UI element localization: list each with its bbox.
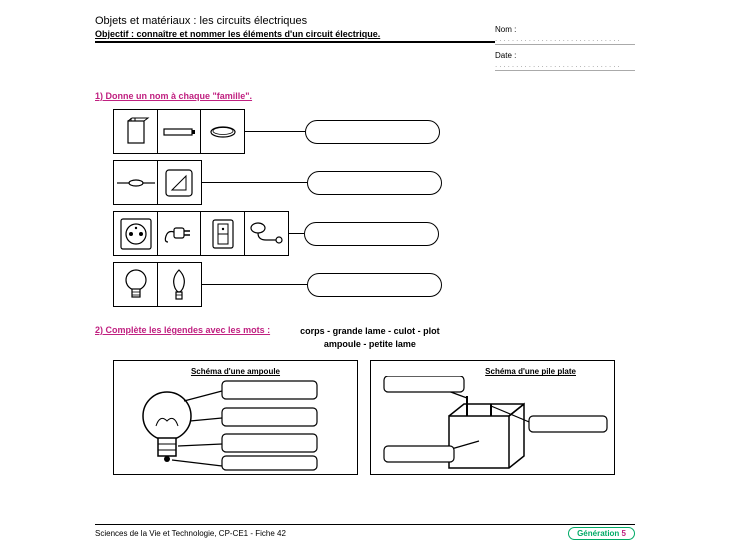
- family-row-4: [95, 262, 635, 307]
- question-2-row: 2) Complète les légendes avec les mots :…: [95, 325, 635, 350]
- switch-wall-icon: [157, 160, 202, 205]
- footer: Sciences de la Vie et Technologie, CP-CE…: [95, 524, 635, 540]
- bulb-schema-svg: [122, 376, 352, 471]
- battery-diagram-title: Schéma d'une pile plate: [379, 367, 606, 376]
- answer-pill-3[interactable]: [304, 222, 439, 246]
- battery-button-icon: [200, 109, 245, 154]
- family-row-2: [95, 160, 635, 205]
- main-title: Objets et matériaux : les circuits élect…: [95, 15, 495, 27]
- name-date-block: Nom : .............................. Dat…: [495, 15, 635, 77]
- date-field[interactable]: Date : ..............................: [495, 51, 635, 71]
- connector-line: [202, 182, 307, 184]
- objective-line: Objectif : connaître et nommer les éléme…: [95, 29, 495, 43]
- switch-rocker-icon: [200, 211, 245, 256]
- header: Objets et matériaux : les circuits élect…: [95, 15, 635, 77]
- family-row-1: [95, 109, 635, 154]
- bulb-round-icon: [113, 262, 158, 307]
- battery-diagram: Schéma d'une pile plate: [370, 360, 615, 475]
- question-2-label: 2) Complète les légendes avec les mots :: [95, 325, 270, 335]
- brand-badge: Génération 5: [568, 527, 635, 540]
- footer-text: Sciences de la Vie et Technologie, CP-CE…: [95, 529, 286, 538]
- answer-pill-1[interactable]: [305, 120, 440, 144]
- name-field[interactable]: Nom : ..............................: [495, 25, 635, 45]
- connector-line: [289, 233, 304, 235]
- answer-pill-4[interactable]: [307, 273, 442, 297]
- family-row-3: [95, 211, 635, 256]
- switch-inline-icon: [113, 160, 158, 205]
- battery-aa-icon: [157, 109, 202, 154]
- answer-pill-2[interactable]: [307, 171, 442, 195]
- socket-icon: [113, 211, 158, 256]
- title-block: Objets et matériaux : les circuits élect…: [95, 15, 495, 43]
- bulb-diagram-title: Schéma d'une ampoule: [122, 367, 349, 376]
- question-1-label: 1) Donne un nom à chaque "famille".: [95, 91, 635, 101]
- bulb-diagram: Schéma d'une ampoule: [113, 360, 358, 475]
- plug-icon: [157, 211, 202, 256]
- connector-line: [202, 284, 307, 286]
- diagrams-row: Schéma d'une ampoule Schéma d'une pile p…: [95, 360, 635, 475]
- battery-schema-svg: [379, 376, 609, 471]
- bulb-flame-icon: [157, 262, 202, 307]
- connector-line: [245, 131, 305, 133]
- lamp-plug-icon: [244, 211, 289, 256]
- word-bank: corps - grande lame - culot - plot ampou…: [300, 325, 440, 350]
- battery-flat-icon: [113, 109, 158, 154]
